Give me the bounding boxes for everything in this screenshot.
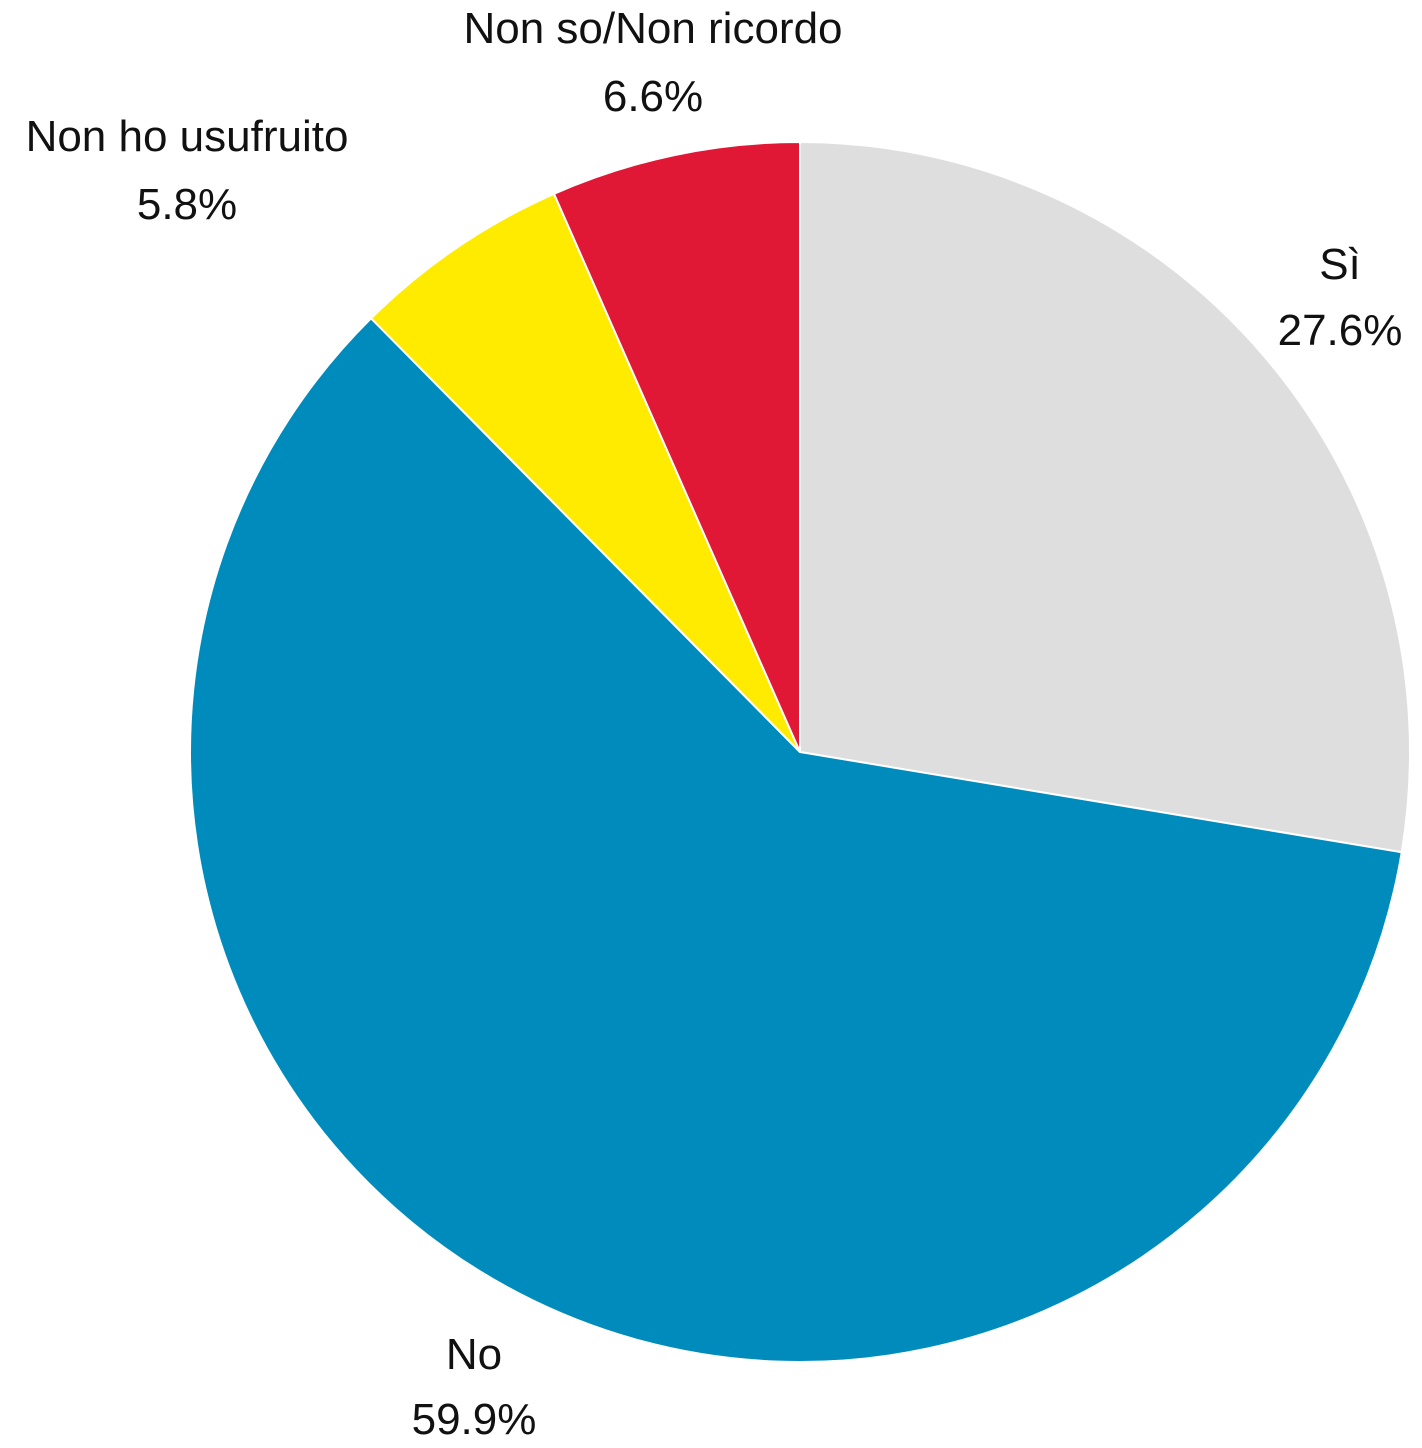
pie-slice-si bbox=[799, 141, 1412, 854]
slice-label-non-ho-usufruito: Non ho usufruito bbox=[26, 112, 349, 161]
slice-label-non-so-non-ricordo: Non so/Non ricordo bbox=[463, 4, 842, 53]
pie-slice-no bbox=[189, 317, 1403, 1363]
slice-label-group-non-so-non-ricordo: Non so/Non ricordo 6.6% bbox=[463, 4, 842, 121]
slice-label-group-non-ho-usufruito: Non ho usufruito 5.8% bbox=[26, 112, 349, 229]
slice-value-no: 59.9% bbox=[412, 1395, 537, 1444]
slice-label-group-no: No 59.9% bbox=[412, 1330, 537, 1444]
slice-label-no: No bbox=[446, 1330, 502, 1379]
pie-slices bbox=[189, 141, 1412, 1363]
slice-label-si: Sì bbox=[1319, 240, 1361, 289]
slice-value-non-so-non-ricordo: 6.6% bbox=[603, 72, 703, 121]
pie-slice-non-ho-usufruito bbox=[370, 192, 801, 753]
slice-label-group-si: Sì 27.6% bbox=[1278, 240, 1403, 355]
slice-value-non-ho-usufruito: 5.8% bbox=[137, 180, 237, 229]
slice-value-si: 27.6% bbox=[1278, 306, 1403, 355]
pie-slice-non-so-non-ricordo bbox=[553, 141, 801, 753]
